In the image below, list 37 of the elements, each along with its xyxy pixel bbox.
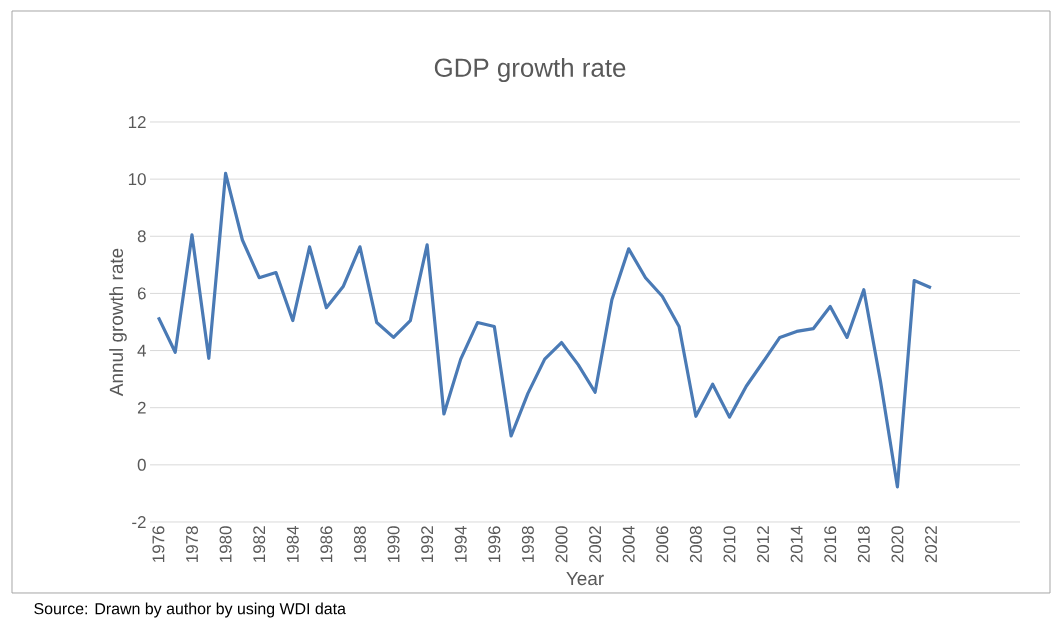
line-series [156, 171, 933, 489]
x-tick-label: 1998 [521, 526, 534, 562]
x-tick-label: 2022 [925, 526, 937, 563]
x-tick-label: 2002 [589, 526, 602, 563]
x-tick-label: 1976 [152, 526, 165, 562]
x-tick-label: 2018 [857, 526, 870, 563]
x-tick-label: 2006 [656, 526, 669, 563]
x-tick-label: 2020 [891, 526, 904, 563]
x-tick-label: 2004 [622, 526, 635, 563]
x-tick-label: 2008 [689, 526, 702, 563]
y-tick-label: 0 [137, 458, 146, 471]
x-tick-label: 2000 [555, 526, 568, 563]
source-note: Source: Drawn by author by using WDI data [34, 602, 346, 618]
y-tick-label: 10 [128, 173, 146, 186]
x-tick-label: 1992 [421, 526, 434, 562]
y-tick-label: 12 [128, 116, 146, 128]
x-axis-title: Year [566, 572, 604, 586]
y-tick-label: 6 [137, 287, 146, 300]
x-tick-label: 1978 [186, 526, 198, 562]
x-tick-label: 1986 [320, 526, 333, 562]
x-tick-label: 1984 [286, 526, 299, 562]
x-tick-label: 2014 [790, 526, 803, 563]
y-axis-title: Annul growth rate [109, 248, 127, 397]
x-tick-label: 1996 [488, 526, 501, 562]
x-tick-label: 2012 [757, 526, 770, 563]
y-tick-label: 2 [137, 401, 146, 414]
x-tick-label: 2010 [723, 526, 736, 563]
chart-title: GDP growth rate [434, 57, 626, 83]
x-tick-label: 1994 [454, 526, 467, 562]
y-tick-label: 4 [137, 344, 146, 357]
y-tick-label: -2 [132, 516, 146, 528]
y-tick-label: 8 [137, 230, 146, 243]
x-tick-label: 2016 [824, 526, 837, 563]
x-tick-label: 1980 [219, 526, 232, 562]
x-tick-label: 1990 [387, 526, 400, 562]
x-tick-label: 1982 [253, 526, 266, 562]
x-tick-label: 1988 [353, 526, 366, 562]
